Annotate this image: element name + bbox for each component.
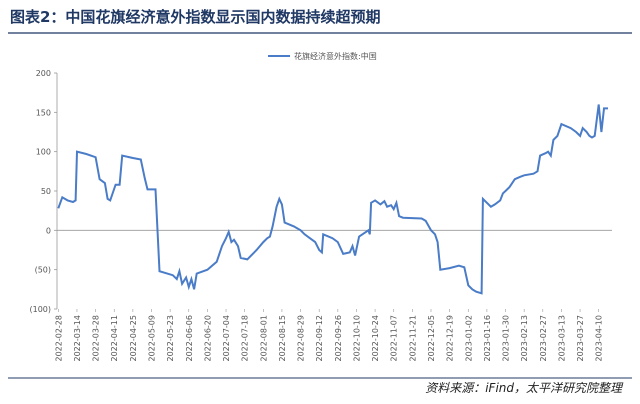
y-tick-label: 50 xyxy=(41,187,51,196)
x-tick-label: 2023-02-27 xyxy=(539,315,548,362)
y-tick-label: (50) xyxy=(35,266,51,275)
x-tick-label: 2022-06-06 xyxy=(185,315,194,362)
y-tick-label: (100) xyxy=(29,305,51,314)
x-tick-label: 2022-08-01 xyxy=(259,315,268,362)
x-tick-label: 2022-08-15 xyxy=(278,315,287,362)
x-tick-label: 2022-05-23 xyxy=(166,315,175,362)
x-tick-label: 2022-04-11 xyxy=(110,315,119,362)
x-tick-label: 2022-12-19 xyxy=(446,315,455,362)
x-tick-label: 2023-03-27 xyxy=(576,315,585,362)
x-tick-label: 2022-09-12 xyxy=(315,315,324,362)
source-note: 资料来源：iFind，太平洋研究院整理 xyxy=(425,381,624,395)
y-tick-label: 100 xyxy=(36,148,51,157)
x-tick-label: 2022-07-04 xyxy=(222,315,231,362)
x-tick-label: 2023-04-10 xyxy=(595,315,604,362)
y-tick-label: 200 xyxy=(36,69,51,78)
x-tick-label: 2022-11-07 xyxy=(390,315,399,362)
series-line xyxy=(57,104,608,295)
x-tick-label: 2022-12-05 xyxy=(427,315,436,362)
x-tick-label: 2022-10-24 xyxy=(371,315,380,362)
x-tick-label: 2023-03-13 xyxy=(557,315,566,362)
x-tick-label: 2022-03-14 xyxy=(73,315,82,362)
x-tick-label: 2022-06-20 xyxy=(203,315,212,362)
x-tick-label: 2022-09-26 xyxy=(334,315,343,362)
page-title: 图表2：中国花旗经济意外指数显示国内数据持续超预期 xyxy=(10,8,380,26)
x-tick-label: 2023-02-13 xyxy=(520,315,529,362)
x-tick-label: 2022-03-28 xyxy=(92,315,101,362)
x-tick-label: 2022-10-10 xyxy=(352,315,361,362)
x-tick-label: 2022-08-29 xyxy=(297,315,306,362)
y-tick-label: 150 xyxy=(36,108,51,117)
x-tick-label: 2023-01-02 xyxy=(464,315,473,362)
legend-label: 花旗经济意外指数:中国 xyxy=(294,51,377,61)
x-tick-label: 2022-02-28 xyxy=(54,315,63,362)
x-tick-label: 2022-05-09 xyxy=(147,315,156,362)
x-tick-label: 2023-01-16 xyxy=(483,315,492,362)
x-tick-label: 2023-01-30 xyxy=(502,315,511,362)
y-tick-label: 0 xyxy=(46,226,51,235)
x-tick-label: 2022-07-18 xyxy=(241,315,250,362)
x-tick-label: 2022-04-25 xyxy=(129,315,138,362)
x-tick-label: 2022-11-21 xyxy=(408,315,417,362)
